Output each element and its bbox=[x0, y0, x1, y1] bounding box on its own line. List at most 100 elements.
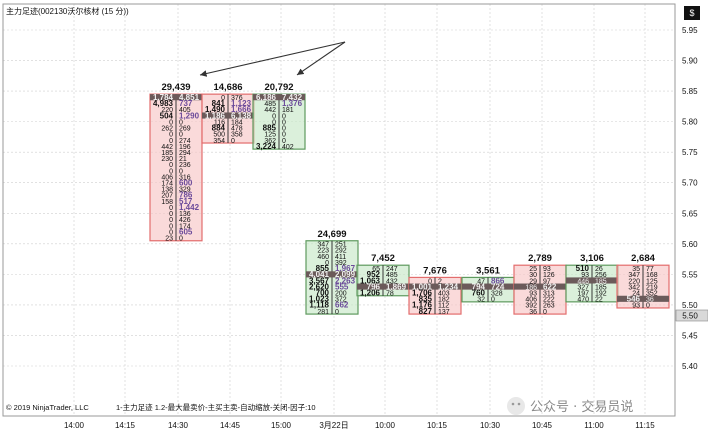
ask-volume-label: 136 bbox=[179, 211, 191, 218]
ask-volume-label: 403 bbox=[438, 290, 450, 297]
ask-volume-label: 0 bbox=[543, 309, 547, 316]
ask-volume-label: 7,432 bbox=[282, 93, 303, 102]
ask-volume-label: 185 bbox=[595, 284, 607, 291]
current-price-tag: 5.50 bbox=[675, 309, 708, 322]
ask-volume-label: 0 bbox=[335, 309, 339, 316]
ask-volume-label: 0 bbox=[179, 132, 183, 139]
ask-volume-label: 0 bbox=[646, 303, 650, 310]
price-tick-label: 5.95 bbox=[682, 26, 698, 35]
price-tick-label: 5.80 bbox=[682, 118, 698, 127]
ask-volume-label: 26 bbox=[595, 266, 603, 273]
bid-volume-label: 1,023 bbox=[309, 295, 330, 304]
price-tick-label: 5.90 bbox=[682, 57, 698, 66]
bid-volume-label: 186 bbox=[525, 284, 537, 291]
bid-volume-label: 354 bbox=[213, 138, 225, 145]
bid-volume-label: 207 bbox=[161, 193, 173, 200]
bid-volume-label: 262 bbox=[161, 126, 173, 133]
ask-volume-label: 866 bbox=[491, 276, 505, 285]
bid-volume-label: 65 bbox=[372, 266, 380, 273]
ask-volume-label: 605 bbox=[179, 227, 193, 236]
bid-volume-label: 35 bbox=[632, 266, 640, 273]
ask-volume-label: 328 bbox=[491, 290, 503, 297]
ask-volume-label: 174 bbox=[179, 223, 191, 230]
bid-volume-label: 23 bbox=[165, 236, 173, 243]
bar-total-volume: 2,789 bbox=[528, 253, 552, 264]
ask-volume-label: 0 bbox=[282, 132, 286, 139]
ask-volume-label: 200 bbox=[335, 290, 347, 297]
bid-volume-label: 1,706 bbox=[412, 288, 433, 297]
bid-volume-label: 362 bbox=[264, 138, 276, 145]
bid-volume-label: 220 bbox=[628, 278, 640, 285]
bid-volume-label: 0 bbox=[169, 205, 173, 212]
time-tick-label: 14:30 bbox=[168, 421, 189, 430]
ask-volume-label: 0 bbox=[179, 119, 183, 126]
bid-volume-label: 1,784 bbox=[153, 93, 174, 102]
bid-volume-label: 342 bbox=[628, 284, 640, 291]
annotation-arrows bbox=[199, 41, 346, 77]
current-price-label: 5.50 bbox=[682, 312, 698, 321]
ask-volume-label: 405 bbox=[179, 107, 191, 114]
bid-volume-label: 327 bbox=[577, 284, 589, 291]
annotation-arrow bbox=[296, 41, 346, 76]
ask-volume-label: 724 bbox=[491, 282, 505, 291]
price-tick-label: 5.75 bbox=[682, 148, 698, 157]
bid-volume-label: 406 bbox=[161, 174, 173, 181]
bid-volume-label: 0 bbox=[169, 138, 173, 145]
ask-volume-label: 313 bbox=[543, 290, 555, 297]
ask-volume-label: 294 bbox=[179, 150, 191, 157]
time-tick-label: 10:15 bbox=[427, 421, 448, 430]
ask-volume-label: 256 bbox=[595, 272, 607, 279]
ask-volume-label: 352 bbox=[646, 290, 658, 297]
bid-volume-label: 138 bbox=[161, 187, 173, 194]
ask-volume-label: 1,666 bbox=[231, 105, 252, 114]
bar-total-volume: 14,686 bbox=[213, 82, 242, 93]
bid-volume-label: 230 bbox=[161, 156, 173, 163]
ask-volume-label: 786 bbox=[179, 191, 193, 200]
time-axis: 14:00 14:15 14:30 14:45 15:00 3月22日 10:00 10:15… bbox=[64, 421, 655, 430]
wechat-icon bbox=[507, 397, 525, 415]
time-tick-label: 15:00 bbox=[271, 421, 292, 430]
bid-volume-label: 0 bbox=[169, 211, 173, 218]
bid-volume-label: 884 bbox=[212, 124, 226, 133]
ask-volume-label: 2,263 bbox=[335, 276, 356, 285]
ask-volume-label: 478 bbox=[231, 126, 243, 133]
corner-badge[interactable] bbox=[684, 6, 700, 20]
time-tick-label: 14:00 bbox=[64, 421, 85, 430]
time-tick-label: 3月22日 bbox=[319, 421, 348, 430]
bid-volume-label: 30 bbox=[529, 272, 537, 279]
bid-volume-label: 0 bbox=[325, 260, 329, 267]
price-tick-label: 5.40 bbox=[682, 362, 698, 371]
ask-volume-label: 426 bbox=[179, 217, 191, 224]
annotation-arrow bbox=[199, 41, 346, 77]
time-tick-label: 10:30 bbox=[480, 421, 501, 430]
time-tick-label: 11:00 bbox=[584, 421, 604, 430]
bid-volume-label: 760 bbox=[472, 288, 486, 297]
bid-volume-label: 93 bbox=[581, 272, 589, 279]
ask-volume-label: 1,290 bbox=[179, 111, 200, 120]
ask-volume-label: 263 bbox=[543, 303, 555, 310]
bid-volume-label: 835 bbox=[419, 295, 433, 304]
ask-volume-label: 555 bbox=[335, 282, 349, 291]
max-volume-cell bbox=[617, 295, 669, 302]
max-volume-cell bbox=[306, 271, 358, 278]
bar-total-volume: 20,792 bbox=[264, 82, 293, 93]
bid-volume-label: 347 bbox=[628, 272, 640, 279]
bid-volume-label: 0 bbox=[169, 223, 173, 230]
bid-volume-label: 510 bbox=[576, 264, 590, 273]
bid-volume-label: 3,567 bbox=[309, 276, 330, 285]
ask-volume-label: 329 bbox=[179, 187, 191, 194]
bid-volume-label: 546 bbox=[627, 295, 641, 304]
time-tick-label: 11:15 bbox=[635, 421, 655, 430]
bid-volume-label: 0 bbox=[169, 217, 173, 224]
bid-volume-label: 485 bbox=[264, 101, 276, 108]
footprint-bar: 347 251 223 292 460 411 0 392 855 1,967 4,041 2,099… bbox=[305, 229, 359, 316]
footprint-bar: 0 2 1,001 1,234 1,706 403 835 182 1,176 112 827 137… bbox=[408, 265, 462, 316]
ask-volume-label: 376 bbox=[231, 95, 243, 102]
bid-volume-label: 1,118 bbox=[309, 301, 329, 310]
ask-volume-label: 485 bbox=[386, 272, 398, 279]
bid-volume-label: 1,206 bbox=[360, 288, 381, 297]
price-tick-label: 5.60 bbox=[682, 240, 698, 249]
bid-volume-label: 174 bbox=[161, 181, 173, 188]
